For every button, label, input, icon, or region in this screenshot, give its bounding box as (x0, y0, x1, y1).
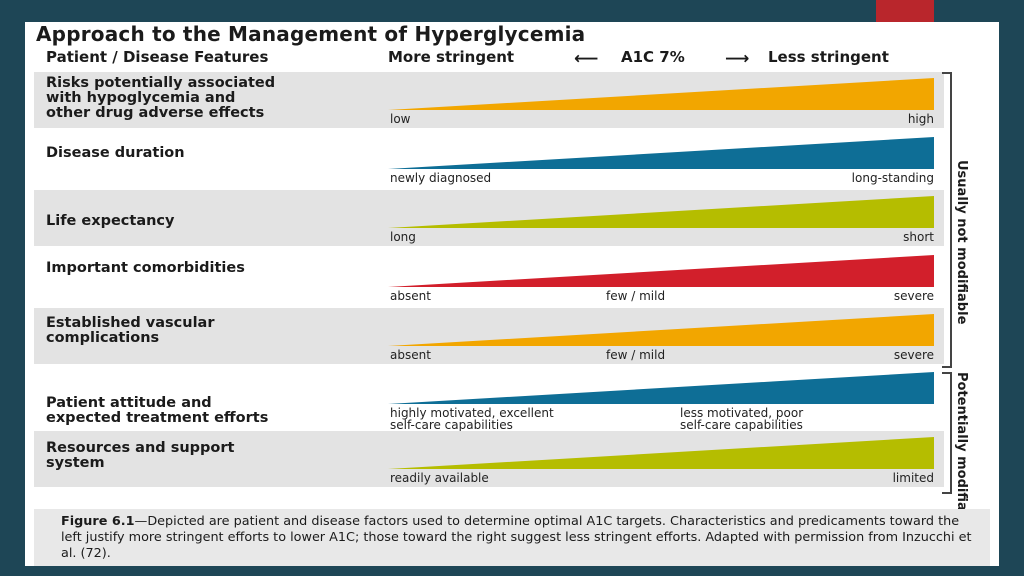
wedge-shape (388, 78, 934, 110)
feature-label: Important comorbidities (46, 260, 245, 276)
wedge-left-label: long (390, 230, 416, 244)
wedge-left-label: absent (390, 289, 431, 303)
stringency-wedge (388, 78, 934, 110)
bracket-not-modifiable (942, 72, 952, 368)
stringency-wedge (388, 196, 934, 228)
less-stringent-heading: Less stringent (768, 48, 889, 66)
wedge-right-label: short (903, 230, 934, 244)
stringency-wedge (388, 314, 934, 346)
feature-row: Resources and support system readily avai… (34, 431, 944, 487)
wedge-middle-label: few / mild (606, 348, 666, 362)
arrow-left-icon: ⟵ (574, 49, 599, 69)
wedge-middle-label: less motivated, poor self-care capabilit… (680, 406, 804, 432)
feature-label: Life expectancy (46, 213, 175, 229)
wedge-shape (388, 314, 934, 346)
feature-label: Established vascular complications (46, 315, 215, 346)
wedge-right-label: severe (893, 348, 934, 362)
wedge-right-label: severe (893, 289, 934, 303)
slide-figure: Approach to the Management of Hyperglyce… (25, 22, 999, 566)
feature-row: Risks potentially associated with hypogl… (34, 72, 944, 128)
wedge-left-label: readily available (390, 471, 489, 485)
caption-box: Figure 6.1—Depicted are patient and dise… (34, 509, 990, 566)
feature-row: Disease duration newly diagnosed long-stan… (34, 131, 944, 187)
side-label-not-modifiable: Usually not modifiable (954, 160, 969, 325)
wedge-shape (388, 372, 934, 404)
more-stringent-heading: More stringent (388, 48, 515, 66)
stringency-wedge (388, 437, 934, 469)
figure-title: Approach to the Management of Hyperglyce… (36, 22, 586, 46)
feature-row: Life expectancy long short (34, 190, 944, 246)
wedge-right-label: limited (892, 471, 934, 485)
stringency-wedge (388, 255, 934, 287)
wedge-left-label: absent (390, 348, 431, 362)
wedge-shape (388, 255, 934, 287)
wedge-right-label: long-standing (851, 171, 934, 185)
wedge-left-label: newly diagnosed (390, 171, 492, 185)
arrow-right-icon: ⟶ (725, 49, 750, 69)
a1c-target-heading: A1C 7% (621, 48, 685, 66)
wedge-shape (388, 137, 934, 169)
column-header: Patient / Disease Features More stringen… (25, 46, 999, 69)
feature-label: Risks potentially associated with hypogl… (46, 75, 276, 121)
feature-row: Important comorbidities absent few / mild s… (34, 249, 944, 305)
accent-tab (876, 0, 934, 22)
wedge-right-label: high (907, 112, 934, 126)
wedge-middle-label: few / mild (606, 289, 666, 303)
features-column-heading: Patient / Disease Features (46, 48, 269, 66)
bracket-modifiable (942, 372, 952, 494)
stringency-wedge (388, 137, 934, 169)
caption-text: —Depicted are patient and disease factor… (61, 514, 972, 561)
wedge-left-label: highly motivated, excellent self-care ca… (390, 406, 554, 432)
feature-label: Disease duration (46, 145, 185, 161)
feature-row: Patient attitude and expected treatment … (34, 372, 944, 432)
wedge-shape (388, 437, 934, 469)
caption-figure-number: Figure 6.1 (61, 514, 135, 529)
figure-caption: Figure 6.1—Depicted are patient and dise… (61, 514, 981, 562)
feature-row: Established vascular complications absent… (34, 308, 944, 364)
wedge-left-label: low (390, 112, 411, 126)
stringency-wedge (388, 372, 934, 404)
feature-label: Patient attitude and expected treatment … (46, 395, 269, 426)
wedge-shape (388, 196, 934, 228)
feature-label: Resources and support system (46, 440, 235, 471)
